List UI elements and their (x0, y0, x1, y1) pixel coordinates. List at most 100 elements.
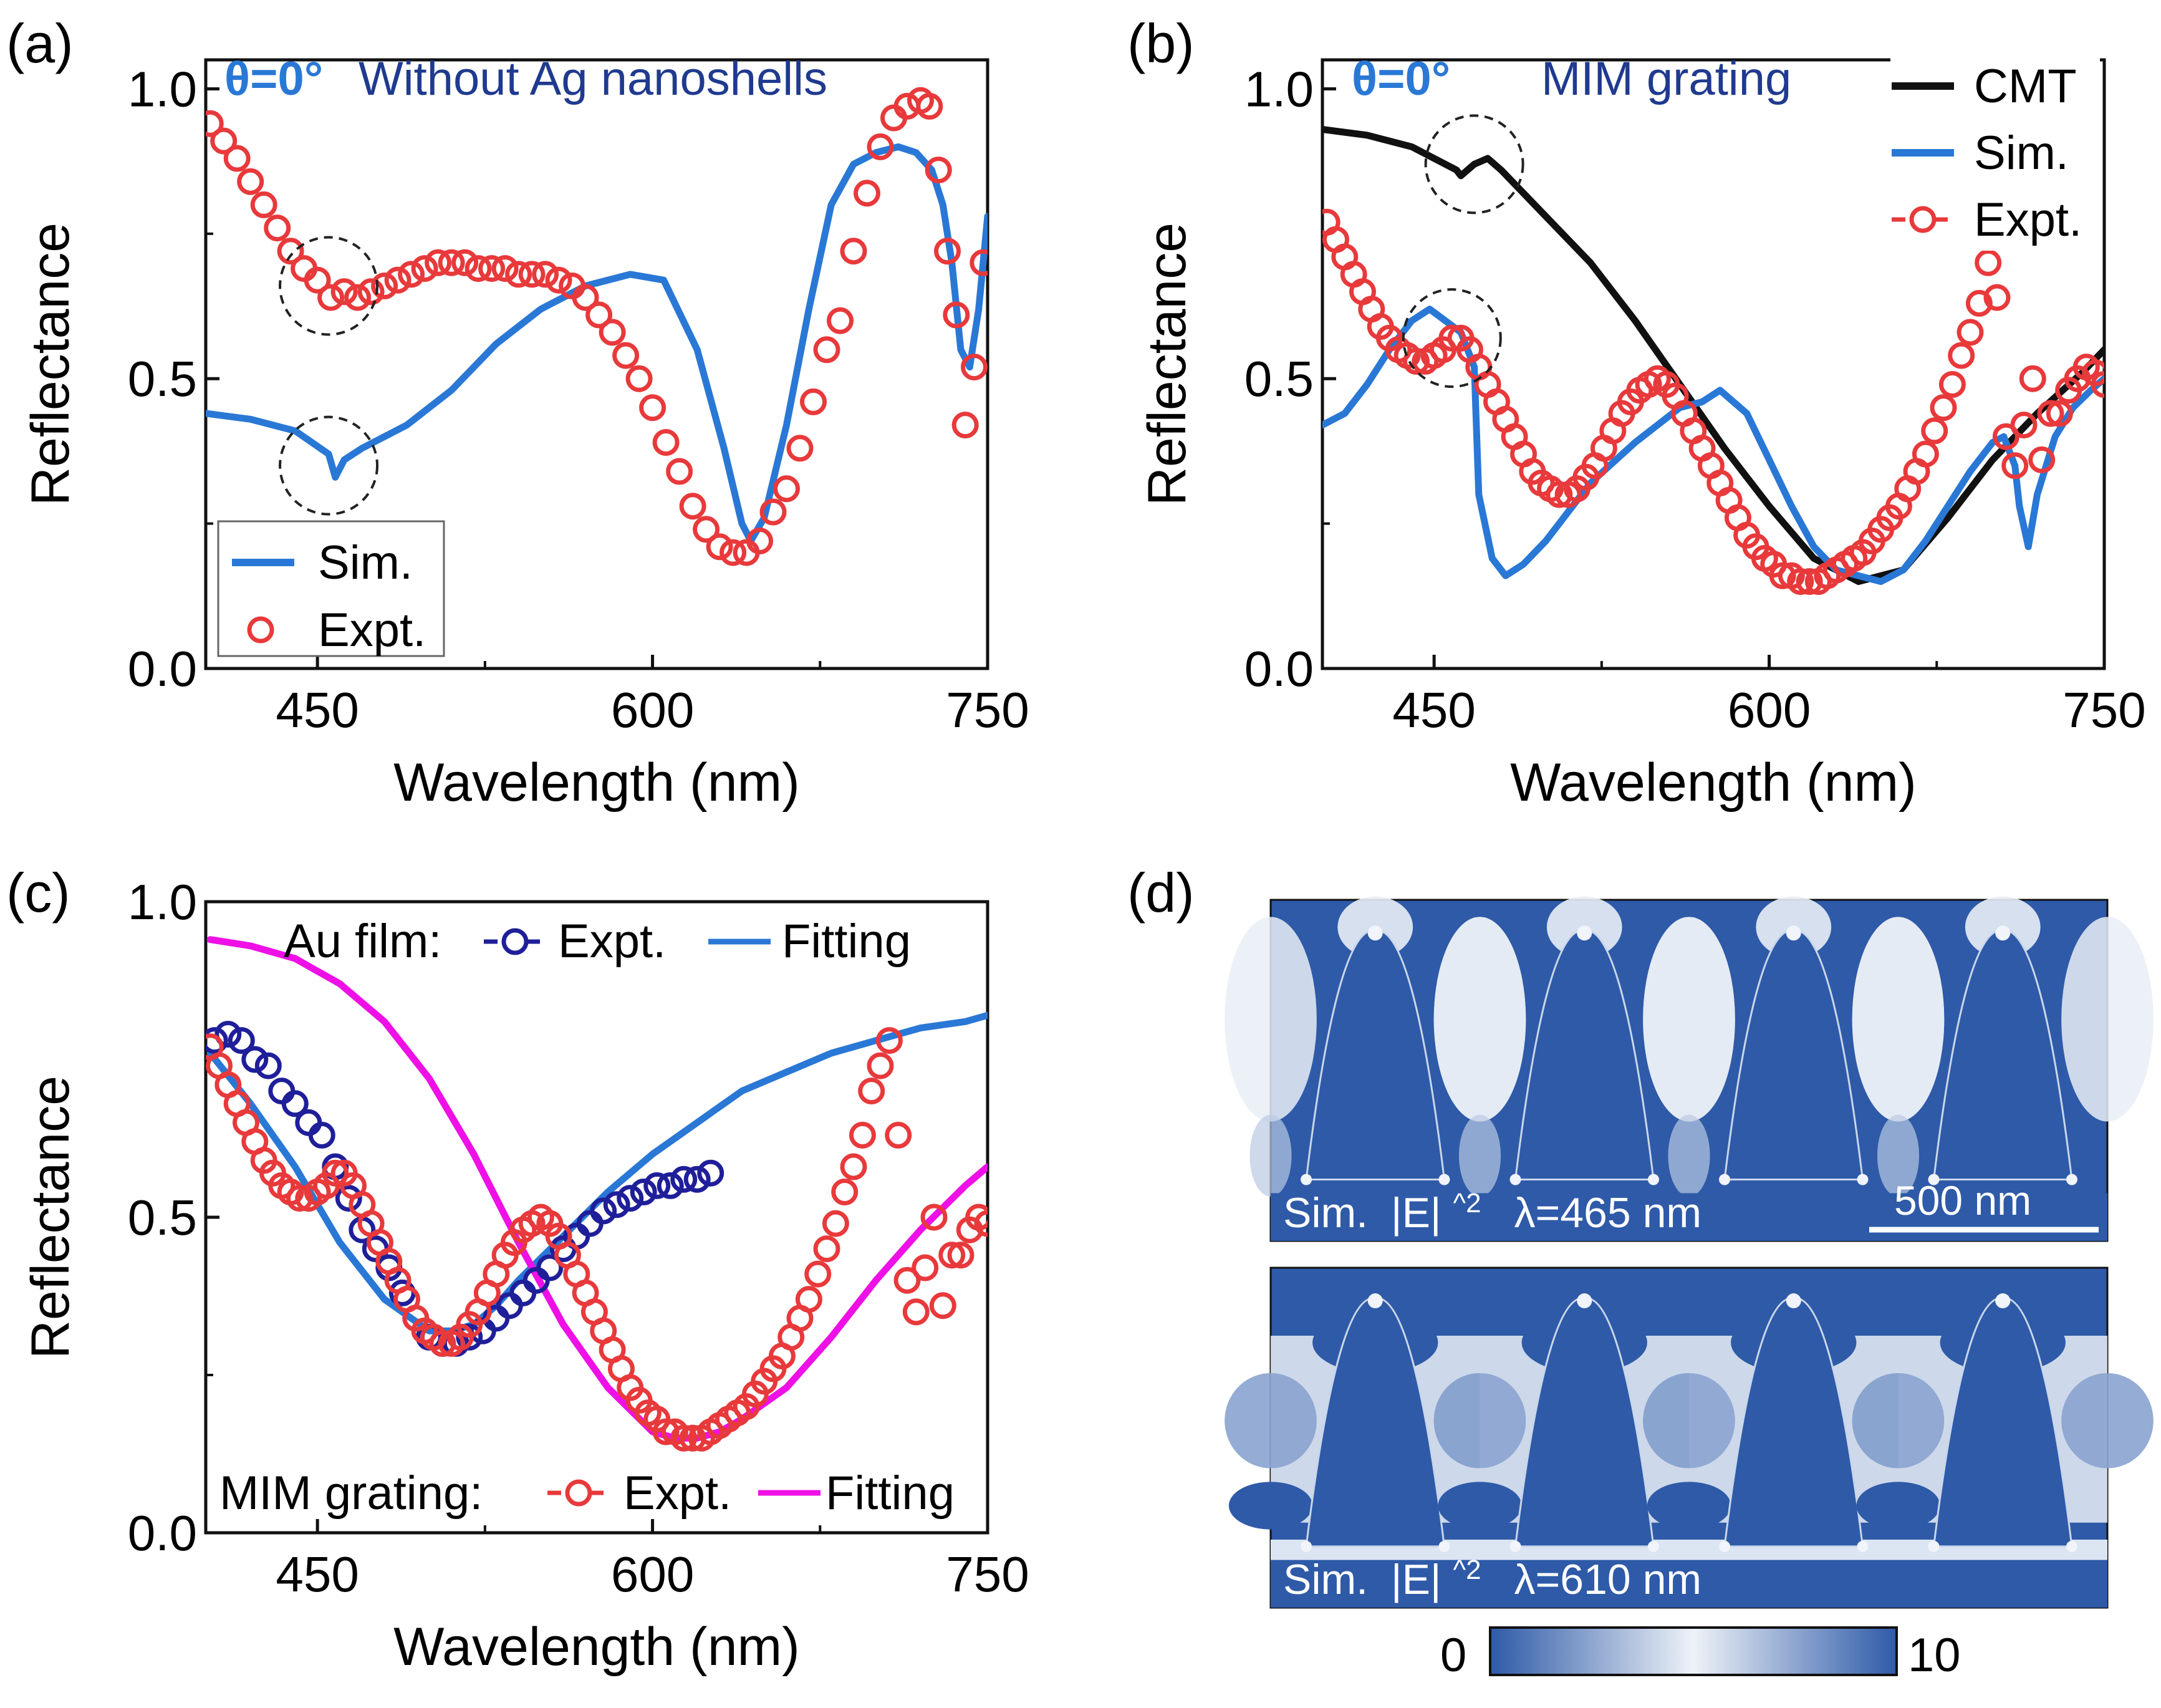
colorbar-min-label: 0 (1440, 1629, 1466, 1682)
map-2-wavelength: λ=610 nm (1514, 1556, 1702, 1603)
map-1-label: Sim. |E| ^2 λ=465 nm (1283, 1174, 1701, 1237)
data-point-expt- (599, 319, 626, 346)
field-map-2 (1225, 1267, 2154, 1609)
edge-hotspot (1857, 1174, 1869, 1185)
x-tick-label-750: 750 (2062, 682, 2145, 738)
x-tick-label-450: 450 (1392, 682, 1475, 738)
data-point-expt- (572, 284, 599, 311)
field-node (1643, 1373, 1735, 1469)
y-tick-label-1: 0.5 (128, 351, 197, 407)
data-point-mim-grating-expt- (912, 1254, 939, 1281)
data-point-expt- (746, 528, 773, 554)
edge-hotspot (2066, 1174, 2077, 1185)
y-axis-label-a: Reflectance (21, 223, 80, 506)
series-line-cmt (1322, 126, 2104, 586)
x-tick-label-750: 750 (946, 682, 1029, 738)
data-point-expt- (625, 365, 653, 392)
data-point-au-film-expt- (536, 1254, 564, 1281)
field-hotspot (1852, 917, 1945, 1122)
field-hotspot (1225, 917, 1317, 1122)
field-hotspot (1668, 1114, 1710, 1197)
data-point-au-film-expt- (496, 1292, 523, 1320)
dashed-circle-annotation (279, 415, 379, 516)
data-point-expt- (357, 278, 385, 306)
y-tick-label-0: 0.0 (128, 1505, 197, 1561)
data-point-expt- (2037, 400, 2064, 427)
x-axis-label-c: Wavelength (nm) (393, 1617, 800, 1677)
data-point-expt- (532, 261, 559, 288)
data-point-mim-grating-expt- (920, 1204, 948, 1231)
data-point-mim-grating-expt- (929, 1292, 956, 1320)
panel-label-c: (c) (6, 862, 70, 924)
edge-hotspot (1647, 1174, 1659, 1185)
data-point-expt- (264, 215, 291, 242)
data-point-expt- (411, 255, 438, 282)
data-point-au-film-expt- (214, 1021, 242, 1048)
edge-hotspot (2066, 1540, 2077, 1552)
data-point-expt- (827, 307, 854, 334)
data-point-expt- (1912, 440, 1939, 468)
data-point-au-film-expt- (630, 1179, 657, 1205)
data-point-expt- (277, 238, 304, 265)
substrate (1271, 1560, 2107, 1608)
colorbar (1489, 1626, 1898, 1676)
map-1-exponent: ^2 (1453, 1188, 1481, 1218)
panel-b: (b) 450 600 750 0.0 0.5 1.0 Wavelength (nm) Ref… (1127, 12, 2146, 813)
data-point-expt- (250, 191, 277, 218)
legend-a-expt-label: Expt. (318, 604, 426, 657)
legend-c-bottom-prefix: MIM grating: (219, 1467, 483, 1520)
legend-a (217, 520, 445, 657)
field-node (1228, 1482, 1313, 1530)
data-point-expt- (2028, 446, 2056, 473)
legend-c-top-expt-label: Expt. (558, 915, 666, 968)
data-point-expt- (223, 145, 251, 172)
data-point-au-film-expt- (509, 1279, 537, 1306)
x-tick-label-600: 600 (1728, 682, 1811, 738)
data-point-expt- (1965, 289, 1993, 317)
y-tick-label-2: 1.0 (1244, 61, 1314, 117)
data-point-au-film-expt- (281, 1090, 309, 1117)
data-point-au-film-expt- (335, 1185, 362, 1212)
data-point-expt- (1956, 319, 1984, 346)
data-point-expt- (759, 498, 787, 526)
legend-b-sim-label: Sim. (1974, 127, 2069, 180)
data-point-expt- (330, 278, 358, 306)
edge-hotspot (1301, 1540, 1312, 1552)
field-node (1438, 1482, 1522, 1530)
data-point-expt- (304, 266, 331, 294)
field-maps (1225, 896, 2154, 1609)
data-point-mim-grating-expt- (795, 1286, 822, 1313)
substrate (1271, 1193, 2107, 1241)
data-point-expt- (916, 92, 943, 120)
data-point-expt- (344, 284, 372, 311)
data-point-au-film-expt- (241, 1046, 269, 1073)
data-point-mim-grating-expt- (670, 1424, 698, 1452)
data-point-expt- (505, 261, 532, 288)
data-point-expt- (1921, 417, 1948, 445)
data-point-expt- (840, 238, 867, 265)
data-point-expt- (384, 266, 412, 294)
data-point-expt- (720, 539, 747, 566)
field-hotspot (1877, 1114, 1920, 1197)
series-line-sim- (206, 143, 988, 544)
data-point-au-film-expt- (590, 1197, 617, 1225)
data-point-expt- (2010, 412, 2038, 439)
legend-b-cmt-label: CMT (1974, 60, 2077, 113)
data-point-expt- (1983, 284, 2011, 311)
map-2-exponent: ^2 (1453, 1555, 1481, 1585)
colorbar-max-label: 10 (1908, 1629, 1961, 1682)
field-node (1852, 1373, 1945, 1469)
legend-c-top-fit-label: Fitting (782, 915, 911, 968)
data-point-mim-grating-expt- (813, 1235, 840, 1263)
plot-c: 450 600 750 0.0 0.5 1.0 Wavelength (nm) Reflect… (21, 874, 1029, 1677)
data-point-expt- (1930, 394, 1957, 422)
data-point-expt- (800, 388, 827, 415)
data-point-expt- (464, 255, 492, 282)
data-point-expt- (867, 133, 894, 160)
data-point-mim-grating-expt- (867, 1052, 894, 1079)
data-point-au-film-expt- (617, 1185, 644, 1212)
field-hotspot (2061, 917, 2154, 1122)
data-point-expt- (813, 336, 840, 364)
series-group-c (206, 936, 988, 1452)
data-point-expt- (425, 249, 452, 276)
